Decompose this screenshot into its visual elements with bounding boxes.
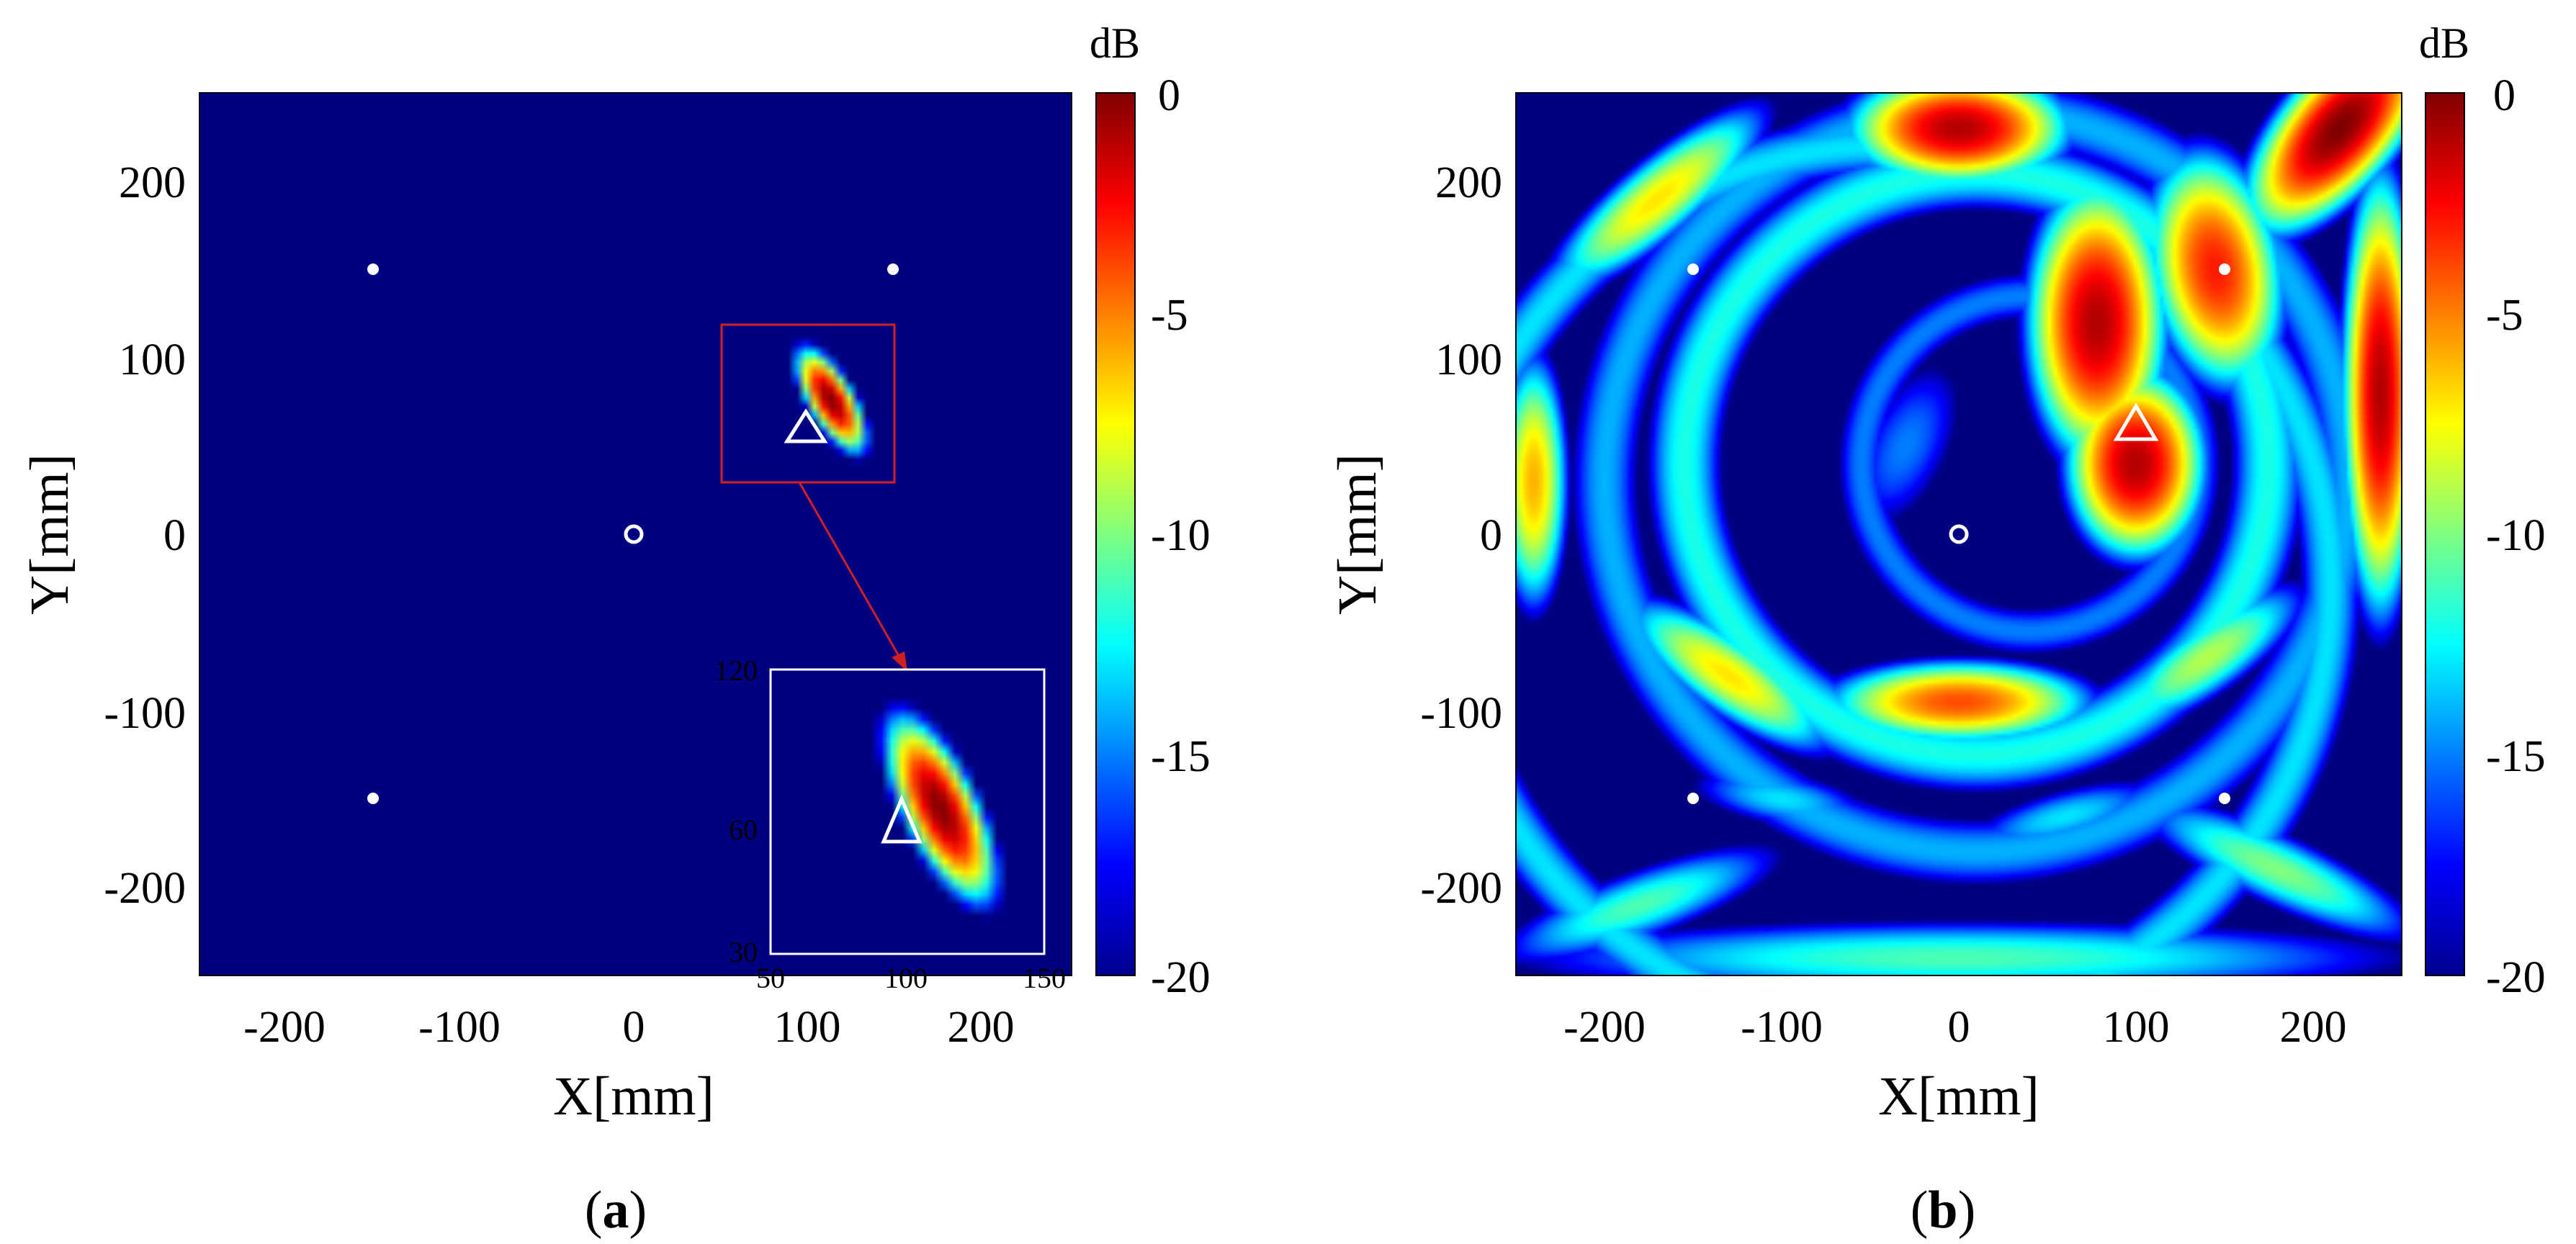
cbar-tick-a-20: -20 — [1151, 953, 1211, 1002]
colorbar-b — [2425, 92, 2465, 976]
inset-xtick-a-50: 50 — [756, 962, 785, 994]
ytick-b-m200: -200 — [1420, 864, 1502, 913]
cbar-tick-b-5: -5 — [2486, 291, 2523, 340]
xtick-a-m200: -200 — [243, 1003, 326, 1052]
heatmap-b — [1516, 93, 2402, 975]
ytick-b-m100: -100 — [1420, 689, 1502, 738]
true-source-b — [2113, 402, 2159, 441]
ytick-a-200: 200 — [119, 158, 186, 207]
cbar-tick-a-5: -5 — [1151, 291, 1188, 340]
sensor-b-4 — [2219, 793, 2230, 804]
cbar-tick-a-0: 0 — [1158, 71, 1180, 120]
sensor-a-1 — [367, 263, 379, 275]
xtick-b-200: 200 — [2280, 1003, 2347, 1052]
sensor-b-2 — [2219, 263, 2230, 275]
colorbar-unit-a: dB — [1090, 19, 1140, 67]
sensor-b-3 — [1687, 793, 1699, 804]
panel-label-b: (b) — [1911, 1181, 1975, 1240]
xtick-a-m100: -100 — [418, 1003, 501, 1052]
center-marker-b — [1949, 524, 1969, 544]
cbar-tick-a-15: -15 — [1151, 732, 1211, 781]
ytick-b-200: 200 — [1435, 158, 1502, 207]
zoom-arrow-a — [798, 482, 903, 662]
true-source-a — [784, 408, 828, 443]
xlabel-b: X[mm] — [1878, 1066, 2039, 1127]
colorbar-a — [1095, 92, 1136, 976]
sensor-a-3 — [367, 793, 379, 804]
cbar-tick-b-0: 0 — [2493, 71, 2516, 120]
cbar-tick-b-20: -20 — [2486, 953, 2546, 1002]
ytick-a-m100: -100 — [104, 689, 186, 738]
xtick-a-0: 0 — [623, 1003, 645, 1052]
inset-xtick-a-100: 100 — [884, 962, 928, 994]
sensor-b-1 — [1687, 263, 1699, 275]
inset-ytick-a-30: 30 — [729, 936, 758, 968]
xtick-b-100: 100 — [2103, 1003, 2170, 1052]
inset-true-source-a — [881, 794, 923, 844]
inset-ytick-a-120: 120 — [714, 654, 758, 687]
ytick-b-100: 100 — [1435, 335, 1502, 384]
ytick-b-0: 0 — [1480, 511, 1502, 560]
xtick-b-m200: -200 — [1563, 1003, 1646, 1052]
cbar-tick-a-10: -10 — [1151, 511, 1211, 560]
xtick-b-0: 0 — [1948, 1003, 1970, 1052]
ytick-a-m200: -200 — [104, 864, 186, 913]
xtick-b-m100: -100 — [1741, 1003, 1823, 1052]
zoom-arrow-head-a — [892, 652, 907, 672]
xlabel-a: X[mm] — [553, 1066, 714, 1127]
plot-frame-a — [199, 92, 1072, 976]
sensor-a-2 — [887, 263, 899, 275]
ylabel-b: Y[mm] — [1327, 454, 1388, 615]
xtick-a-200: 200 — [948, 1003, 1015, 1052]
colorbar-unit-b: dB — [2419, 19, 2469, 67]
panel-a: 120 60 30 50 100 150 200 100 0 -100 -200… — [19, 19, 1211, 1240]
ylabel-a: Y[mm] — [19, 454, 80, 615]
panel-label-a: (a) — [585, 1181, 647, 1240]
ytick-a-100: 100 — [119, 335, 186, 384]
inset-xtick-a-150: 150 — [1023, 962, 1066, 994]
inset-ytick-a-60: 60 — [729, 813, 758, 846]
inset-border-a — [769, 668, 1046, 955]
panel-b: 200 100 0 -100 -200 -200 -100 0 100 200 … — [1327, 19, 2546, 1240]
ytick-a-0: 0 — [163, 511, 186, 560]
zoom-box-a — [720, 323, 896, 484]
cbar-tick-b-10: -10 — [2486, 511, 2546, 560]
xtick-a-100: 100 — [774, 1003, 841, 1052]
center-marker-a — [624, 524, 644, 544]
plot-frame-b — [1515, 92, 2402, 976]
cbar-tick-b-15: -15 — [2486, 732, 2546, 781]
